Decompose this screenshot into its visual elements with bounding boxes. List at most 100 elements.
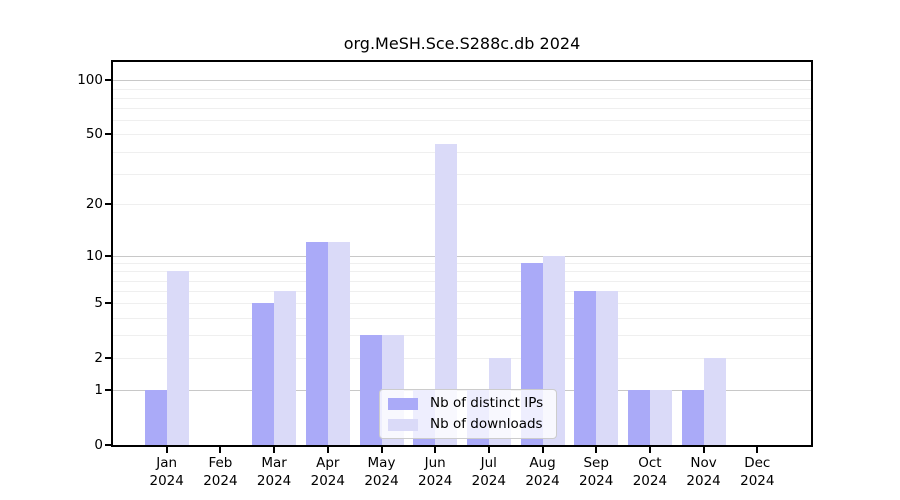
x-tick-label-year: 2024 [310,473,345,489]
bar-distinct-ips-mar [252,303,275,445]
minor-gridline [113,280,811,282]
minor-gridline [113,291,811,293]
y-tick-label: 20 [85,196,103,213]
legend-label-downloads: Nb of downloads [430,416,543,432]
x-tick-label-year: 2024 [256,473,292,489]
x-tick-label-month: Jan [156,455,178,471]
y-tick-label: 50 [85,126,103,143]
bar-downloads-nov [703,358,726,445]
bar-distinct-ips-apr [305,242,328,445]
x-tick-label: Dec 2024 [727,454,787,490]
x-tick-label-year: 2024 [149,473,184,489]
x-tick-label: Aug 2024 [513,454,573,490]
minor-gridline [113,303,811,305]
bar-downloads-sep [596,291,619,445]
y-tick-label: 10 [85,247,103,264]
x-tick-label-month: Jul [480,455,497,471]
minor-gridline [113,88,811,90]
y-tick-mark [105,357,111,360]
legend-item-distinct-ips: Nb of distinct IPs [388,396,556,411]
x-tick-label: Oct 2024 [620,454,680,490]
x-tick-mark [380,447,383,453]
x-tick-mark [541,447,544,453]
minor-gridline [113,335,811,337]
x-tick-mark [648,447,651,453]
legend: Nb of distinct IPs Nb of downloads [379,389,557,439]
y-tick-label: 5 [94,295,103,312]
x-tick-label-month: Oct [638,455,662,471]
x-tick-label-month: Sep [583,455,609,471]
x-tick-label-month: Jun [424,455,446,471]
x-tick-label-month: May [367,455,396,471]
chart-title: org.MeSH.Sce.S288c.db 2024 [343,34,581,53]
x-tick-label: Mar 2024 [244,454,304,490]
y-tick-mark [105,133,111,136]
x-tick-mark [165,447,168,453]
x-tick-mark [702,447,705,453]
x-tick-label: Jul 2024 [459,454,519,490]
bar-distinct-ips-sep [574,291,597,445]
major-gridline [113,80,811,82]
minor-gridline [113,108,811,110]
y-tick-label: 0 [94,437,103,453]
legend-swatch-distinct-ips [388,397,418,410]
x-tick-label-year: 2024 [418,473,453,489]
legend-label-distinct-ips: Nb of distinct IPs [430,395,544,411]
x-tick-label-year: 2024 [364,473,399,489]
minor-gridline [113,271,811,273]
bar-downloads-jun [435,144,458,445]
bar-downloads-apr [327,242,350,445]
minor-gridline [113,120,811,122]
bar-distinct-ips-may [359,335,382,445]
y-tick-label: 100 [77,72,103,89]
x-tick-label: Apr 2024 [298,454,358,490]
y-tick-mark [105,389,111,392]
x-tick-label-year: 2024 [471,473,506,489]
x-tick-mark [756,447,759,453]
x-tick-label-month: Aug [529,455,556,471]
bar-downloads-jan [166,271,189,445]
major-gridline [113,255,811,257]
minor-gridline [113,204,811,206]
x-tick-label-year: 2024 [579,473,614,489]
y-tick-mark [105,203,111,206]
x-tick-label-year: 2024 [740,473,775,489]
y-tick-mark [105,79,111,82]
x-tick-mark [326,447,329,453]
x-tick-label-month: Dec [744,455,771,471]
minor-gridline [113,134,811,136]
x-tick-label-month: Apr [316,455,340,471]
x-tick-mark [595,447,598,453]
minor-gridline [113,151,811,153]
y-tick-mark [105,254,111,257]
x-tick-label: Jun 2024 [405,454,465,490]
x-tick-label-year: 2024 [525,473,560,489]
x-tick-mark [219,447,222,453]
plot-area: Nb of distinct IPs Nb of downloads [111,60,813,447]
minor-gridline [113,263,811,264]
x-tick-label: May 2024 [352,454,412,490]
bar-downloads-oct [649,390,672,445]
minor-gridline [113,358,811,360]
y-tick-label: 1 [94,382,103,399]
y-tick-mark [105,302,111,305]
x-tick-label: Jan 2024 [137,454,197,490]
x-tick-mark [487,447,490,453]
x-tick-mark [434,447,437,453]
x-tick-label: Nov 2024 [674,454,734,490]
y-tick-mark [105,444,111,446]
bar-distinct-ips-nov [681,390,704,445]
legend-swatch-downloads [388,418,418,431]
y-tick-label: 2 [94,350,103,367]
x-tick-mark [273,447,276,453]
x-tick-label-month: Mar [261,455,287,471]
y-axis: 0 1 2 5 10 20 50 100 [0,62,103,453]
bar-distinct-ips-jan [144,390,167,445]
bar-downloads-mar [274,291,297,445]
x-tick-label-year: 2024 [632,473,668,489]
x-tick-label: Sep 2024 [566,454,626,490]
minor-gridline [113,317,811,319]
x-tick-label-year: 2024 [686,473,721,489]
bar-distinct-ips-oct [627,390,650,445]
